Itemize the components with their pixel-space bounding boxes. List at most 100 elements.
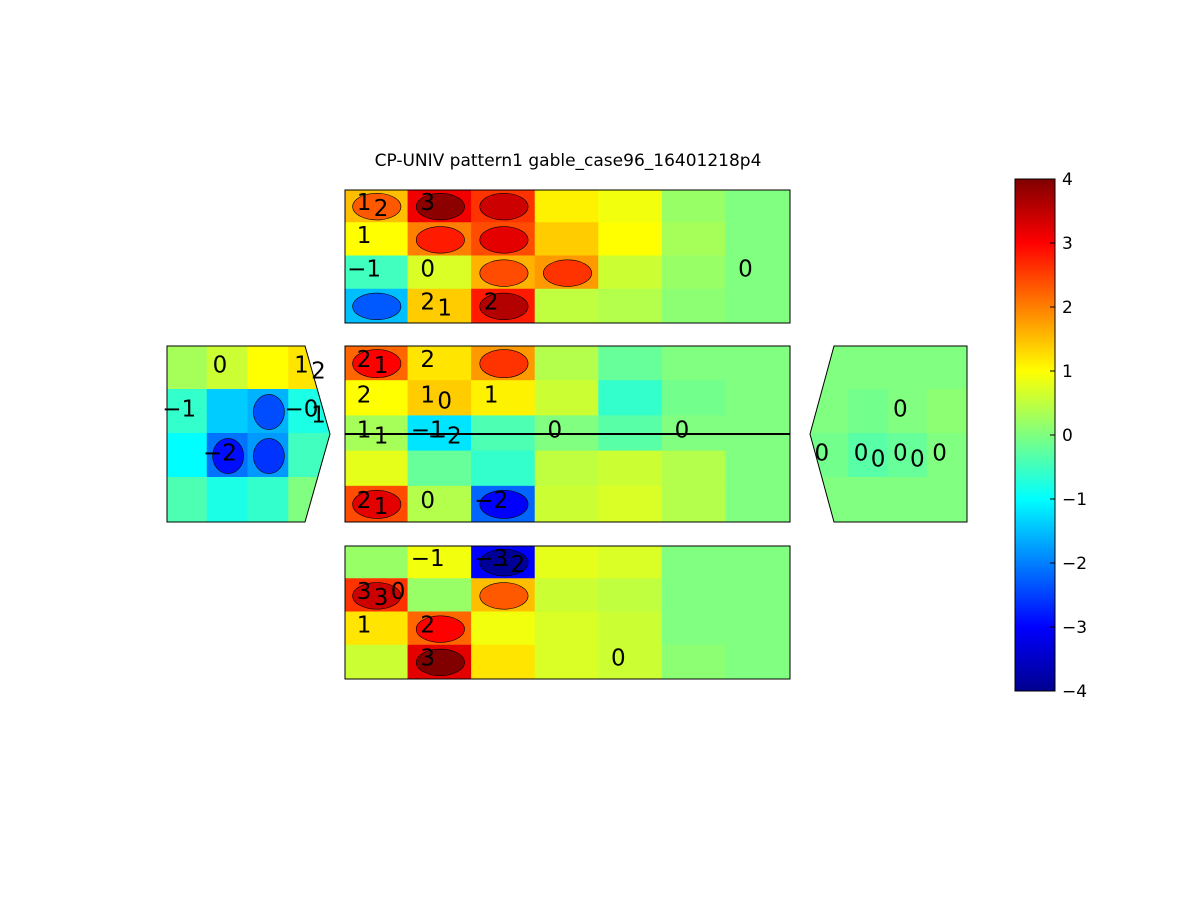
- bottom-roof-contour-label: 3: [374, 585, 389, 611]
- top-roof-cell: [661, 255, 728, 291]
- right-gable-cell: [848, 477, 890, 522]
- bottom-roof-contour-label: −1: [411, 546, 445, 572]
- bottom-roof-cell: [598, 611, 664, 647]
- bottom-roof-extreme-core: [415, 648, 465, 676]
- middle-roof-extreme-core: [352, 349, 402, 378]
- top-roof-cell: [661, 288, 728, 323]
- middle-roof-extreme-core: [352, 490, 402, 519]
- middle-roof-contour-label: −1: [411, 418, 445, 444]
- middle-roof-cell: [345, 380, 410, 418]
- bottom-roof-contour-label: −3: [474, 546, 508, 572]
- top-roof-contour-label: 3: [420, 190, 435, 216]
- left-gable-contour-label: −2: [203, 440, 237, 466]
- right-gable-cell: [926, 433, 967, 479]
- left-gable-cell: [288, 433, 330, 479]
- right-gable-contour-labels: 0 0 0 0 000: [814, 396, 946, 472]
- left-gable-cell: [288, 477, 330, 522]
- bottom-roof-extreme-core: [479, 549, 529, 577]
- colorbar-tick-label: 3: [1062, 234, 1073, 254]
- middle-roof-contour-label: 2: [420, 347, 435, 373]
- middle-roof-cell: [407, 485, 474, 522]
- top-roof-extreme-core: [543, 259, 592, 287]
- left-gable-cell: [247, 477, 291, 522]
- left-gable-contour-label: 1: [294, 352, 309, 378]
- top-roof-cell: [598, 255, 664, 291]
- top-roof-cell: [598, 288, 664, 323]
- middle-roof-cell: [661, 346, 728, 383]
- middle-roof-contour-label: 0: [420, 488, 435, 514]
- bottom-roof-cell: [598, 578, 664, 614]
- bottom-roof-cell: [661, 644, 728, 679]
- middle-roof-cell: [598, 346, 664, 383]
- colorbar: 4 3 2 1 0 −1 −2 −3 −4: [1014, 170, 1087, 702]
- bottom-roof-cell: [345, 611, 410, 647]
- top-roof-extreme-core: [479, 292, 529, 320]
- top-roof-panel: [345, 190, 790, 323]
- top-roof-extreme-core: [352, 193, 402, 221]
- colorbar-tick-label: −2: [1062, 554, 1087, 574]
- left-gable-cell: [167, 433, 209, 479]
- right-gable-cell: [887, 346, 929, 391]
- right-gable-cell: [848, 346, 890, 391]
- right-gable-contour-label: 0: [893, 396, 908, 422]
- middle-roof-contour-label: 2: [357, 382, 372, 408]
- top-roof-extreme-core: [479, 259, 529, 287]
- bottom-roof-cell: [534, 578, 601, 614]
- middle-roof-cell: [407, 380, 474, 418]
- top-roof-cell: [725, 255, 790, 291]
- top-roof-cell: [725, 190, 790, 225]
- right-gable-contour-label: 0: [854, 440, 869, 466]
- right-gable-cell: [848, 389, 890, 435]
- bottom-roof-cell: [725, 546, 790, 581]
- bottom-roof-cell: [661, 546, 728, 581]
- bottom-roof-contour-label: 3: [357, 579, 372, 605]
- colorbar-tick-label: 0: [1062, 426, 1073, 446]
- right-gable-cell: [848, 433, 890, 479]
- colorbar-tick-label: −4: [1062, 682, 1087, 702]
- top-roof-cell: [534, 288, 601, 323]
- middle-roof-contour-label: 0: [675, 418, 690, 444]
- right-gable-cell: [810, 346, 851, 391]
- middle-roof-contour-label: 1: [374, 424, 389, 450]
- middle-roof-cell: [534, 450, 601, 488]
- middle-roof-cell: [598, 380, 664, 418]
- top-roof-extreme-core: [415, 193, 465, 221]
- right-gable-contour-label: 0: [814, 440, 829, 466]
- middle-roof-cell: [598, 450, 664, 488]
- middle-roof-contour-label: 0: [437, 388, 452, 414]
- right-gable-cell: [926, 346, 967, 391]
- top-roof-contour-label: 2: [484, 290, 499, 316]
- bottom-roof-cell: [661, 611, 728, 647]
- left-gable-cells: [167, 346, 330, 522]
- middle-roof-extreme-core: [479, 349, 529, 378]
- top-roof-extreme-core: [479, 193, 529, 221]
- left-gable-cell: [167, 389, 209, 435]
- top-roof-cell: [598, 190, 664, 225]
- middle-roof-cell: [534, 380, 601, 418]
- middle-roof-contour-label: 2: [357, 488, 372, 514]
- middle-roof-contour-label: 2: [357, 347, 372, 373]
- left-gable-contour-label: −0: [285, 396, 319, 422]
- middle-roof-cell: [661, 380, 728, 418]
- bottom-roof-contour-label: 2: [420, 612, 435, 638]
- right-gable-outline: [809, 345, 968, 523]
- right-gable-cell: [926, 389, 967, 435]
- colorbar-tick-label: 2: [1062, 298, 1073, 318]
- left-gable-panel: [167, 346, 330, 522]
- top-roof-cell: [661, 222, 728, 258]
- bottom-roof-cell: [725, 611, 790, 647]
- bottom-roof-panel: [345, 546, 790, 679]
- bottom-roof-cell: [534, 644, 601, 679]
- middle-roof-contour-label: 1: [420, 382, 435, 408]
- top-roof-contour-label: 2: [374, 196, 389, 222]
- middle-roof-cell: [407, 450, 474, 488]
- left-gable-contour-label: 1: [311, 402, 326, 428]
- left-gable-extreme-core: [212, 438, 244, 474]
- left-gable-extreme-core: [253, 438, 285, 474]
- bottom-roof-extreme-core: [352, 582, 402, 610]
- bottom-roof-contour-label: 0: [611, 646, 626, 672]
- left-gable-contour-labels: 0 1 2−1 −01−2: [162, 352, 326, 466]
- middle-roof-cell: [661, 450, 728, 488]
- right-gable-cell: [926, 477, 967, 522]
